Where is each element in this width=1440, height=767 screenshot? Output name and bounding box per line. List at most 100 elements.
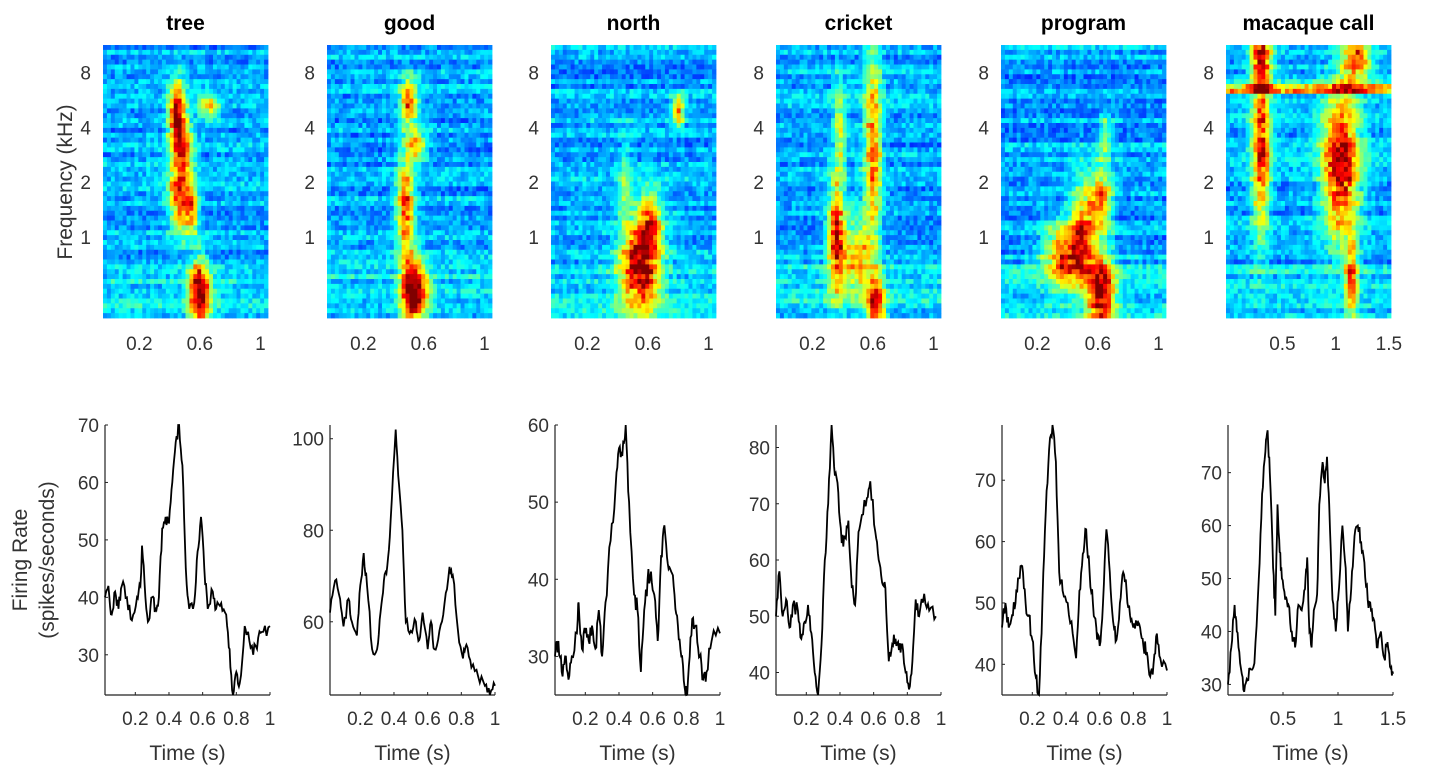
spectrogram-cell <box>264 118 269 124</box>
spectrogram-cell <box>209 240 214 246</box>
spectrogram-cell <box>177 147 182 153</box>
spectrogram-cell <box>248 84 253 90</box>
spectrogram-cell <box>193 132 198 139</box>
spectrogram-cell <box>197 313 202 319</box>
spectrogram-cell <box>201 157 206 163</box>
spectrogram-cell <box>354 152 359 158</box>
spectrogram-cell <box>142 84 147 90</box>
spectrogram-cell <box>327 162 332 168</box>
spectrogram-cell <box>169 201 175 207</box>
spectrogram-cell <box>393 196 399 202</box>
spectrogram-cell <box>425 303 430 309</box>
spectrogram-cell <box>338 113 344 119</box>
spectrogram-cell <box>181 191 186 197</box>
spectrogram-cell <box>216 220 222 226</box>
spectrogram-cell <box>106 176 112 182</box>
spectrogram-cell <box>197 259 202 265</box>
spectrogram-cell <box>551 264 556 270</box>
spectrogram-cell <box>201 54 206 61</box>
spectrogram-cell <box>397 269 403 275</box>
spectrogram-cell <box>433 293 438 299</box>
spectrogram-cell <box>429 186 434 192</box>
spectrogram-cell <box>562 98 568 104</box>
spectrogram-cell <box>205 84 210 90</box>
spectrogram-cell <box>448 59 454 65</box>
spectrogram-cell <box>252 196 257 202</box>
spectrogram-cell <box>488 274 493 280</box>
spectrogram-cell <box>232 191 237 197</box>
spectrogram-cell <box>264 132 269 139</box>
spectrogram-cell <box>205 235 210 241</box>
spectrogram-cell <box>378 127 383 134</box>
spectrogram-cell <box>260 240 265 246</box>
spectrogram-cell <box>220 59 226 65</box>
spectrogram-cell <box>460 147 465 153</box>
spectrogram-cell <box>189 240 194 246</box>
spectrogram-cell <box>476 259 481 265</box>
spectrogram-cell <box>554 225 560 231</box>
spectrogram-cell <box>197 142 202 148</box>
spectrogram-cell <box>374 123 379 129</box>
spectrogram-cell <box>138 103 143 109</box>
spectrogram-cell <box>433 210 438 217</box>
spectrogram-cell <box>370 283 375 290</box>
spectrogram-cell <box>248 186 253 192</box>
spectrogram-cell <box>248 88 253 95</box>
spectrogram-cell <box>393 220 399 226</box>
spectrogram-cell <box>193 137 198 143</box>
spectrogram-cell <box>260 54 265 61</box>
spectrogram-cell <box>354 176 359 182</box>
spectrogram-cell <box>354 84 359 90</box>
spectrogram-cell <box>484 298 489 304</box>
spectrogram-cell <box>551 279 556 285</box>
spectrogram-cell <box>433 132 438 139</box>
spectrogram-cell <box>484 283 489 290</box>
spectrogram-cell <box>177 142 182 148</box>
spectrogram-cell <box>551 254 556 260</box>
spectrogram-cell <box>103 274 108 280</box>
spectrogram-cell <box>103 127 108 134</box>
spectrogram-cell <box>327 293 332 299</box>
spectrogram-cell <box>437 142 442 148</box>
spectrogram-cell <box>488 137 493 143</box>
spectrogram-cell <box>350 49 355 56</box>
spectrogram-cell <box>213 298 218 304</box>
spectrogram-cell <box>134 79 139 85</box>
spectrogram-cell <box>216 259 222 265</box>
spectrogram-cell <box>197 127 202 134</box>
spectrogram-cell <box>185 45 190 51</box>
spectrogram-cell <box>484 108 489 114</box>
spectrogram-cell <box>433 283 438 290</box>
spectrogram-cell <box>397 210 403 217</box>
spectrogram-cell <box>554 54 560 61</box>
spectrogram-cell <box>327 191 332 197</box>
spectrogram-cell <box>161 69 167 75</box>
spectrogram-cell <box>409 54 414 61</box>
spectrogram-cell <box>342 269 348 275</box>
spectrogram-cell <box>228 201 234 207</box>
spectrogram-cell <box>122 240 127 246</box>
spectrogram-cell <box>393 118 399 124</box>
spectrogram-cell <box>106 127 112 134</box>
spectrogram-cell <box>173 298 179 304</box>
spectrogram-cell <box>452 230 458 236</box>
spectrogram-cell <box>248 283 253 290</box>
spectrogram-cell <box>165 59 171 65</box>
spectrogram-cell <box>252 157 257 163</box>
spectrogram-cell <box>244 49 249 56</box>
spectrogram-cell <box>421 59 426 65</box>
spectrogram-cell <box>114 303 120 309</box>
spectrogram-cell <box>468 240 473 246</box>
spectrogram-cell <box>421 88 426 95</box>
spectrogram-cell <box>158 123 163 129</box>
spectrogram-cell <box>413 162 418 168</box>
spectrogram-cell <box>213 127 218 134</box>
spectrogram-cell <box>220 162 226 168</box>
spectrogram-cell <box>173 74 179 80</box>
spectrogram-cell <box>240 166 245 173</box>
spectrogram-cell <box>240 205 245 212</box>
spectrogram-cell <box>146 59 151 65</box>
spectrogram-cell <box>476 264 481 270</box>
spectrogram-cell <box>425 49 430 56</box>
spectrogram-cell <box>342 69 348 75</box>
